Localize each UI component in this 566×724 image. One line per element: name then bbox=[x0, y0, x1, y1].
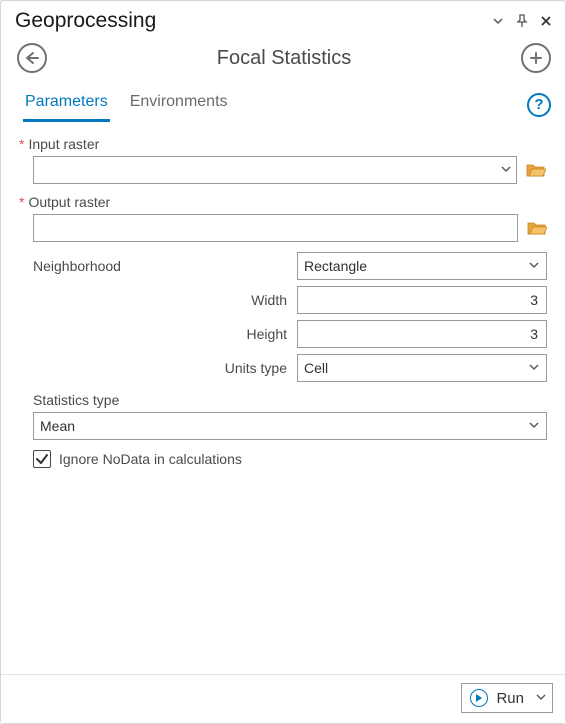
neighborhood-label: Neighborhood bbox=[33, 258, 297, 274]
back-button[interactable] bbox=[17, 43, 47, 73]
add-button[interactable] bbox=[521, 43, 551, 73]
statistics-type-select[interactable]: Mean bbox=[33, 412, 547, 440]
width-input[interactable] bbox=[297, 286, 547, 314]
tab-parameters[interactable]: Parameters bbox=[23, 87, 110, 122]
neighborhood-select[interactable]: Rectangle bbox=[297, 252, 547, 280]
neighborhood-select-wrap[interactable]: Rectangle bbox=[297, 252, 547, 280]
statistics-type-label: Statistics type bbox=[33, 392, 119, 408]
input-raster-input[interactable] bbox=[33, 156, 517, 184]
help-icon: ? bbox=[534, 96, 543, 113]
footer: Run bbox=[1, 674, 565, 723]
units-type-label: Units type bbox=[19, 360, 297, 376]
parameters-form: * Input raster bbox=[1, 122, 565, 674]
folder-icon bbox=[527, 220, 547, 236]
width-label: Width bbox=[19, 292, 297, 308]
titlebar-controls bbox=[491, 14, 553, 28]
ignore-nodata-label: Ignore NoData in calculations bbox=[59, 451, 242, 467]
required-marker: * bbox=[19, 137, 24, 151]
run-button-label: Run bbox=[496, 690, 524, 707]
field-statistics-type: Statistics type Mean bbox=[19, 392, 547, 440]
titlebar: Geoprocessing bbox=[1, 1, 565, 37]
play-icon bbox=[470, 689, 488, 707]
required-marker: * bbox=[19, 195, 24, 209]
units-type-select[interactable]: Cell bbox=[297, 354, 547, 382]
check-icon bbox=[35, 452, 49, 466]
tab-environments[interactable]: Environments bbox=[128, 87, 230, 122]
field-height: Height bbox=[19, 320, 547, 348]
tab-bar: Parameters Environments ? bbox=[1, 79, 565, 122]
field-ignore-nodata: Ignore NoData in calculations bbox=[19, 450, 547, 468]
input-raster-combo[interactable] bbox=[33, 156, 517, 184]
browse-output-raster-button[interactable] bbox=[526, 217, 547, 239]
toolbar: Focal Statistics bbox=[1, 37, 565, 79]
field-width: Width bbox=[19, 286, 547, 314]
folder-icon bbox=[526, 162, 546, 178]
pin-icon[interactable] bbox=[515, 14, 529, 28]
geoprocessing-panel: Geoprocessing Focal Statistics Parameter… bbox=[0, 0, 566, 724]
ignore-nodata-checkbox[interactable] bbox=[33, 450, 51, 468]
run-button[interactable]: Run bbox=[461, 683, 553, 713]
statistics-type-select-wrap[interactable]: Mean bbox=[33, 412, 547, 440]
field-input-raster: * Input raster bbox=[19, 136, 547, 184]
close-icon[interactable] bbox=[539, 14, 553, 28]
output-raster-input[interactable] bbox=[33, 214, 518, 242]
height-label: Height bbox=[19, 326, 297, 342]
height-input[interactable] bbox=[297, 320, 547, 348]
field-output-raster: * Output raster bbox=[19, 194, 547, 242]
output-raster-label: Output raster bbox=[28, 194, 110, 210]
help-button[interactable]: ? bbox=[527, 93, 551, 117]
tool-title: Focal Statistics bbox=[47, 47, 521, 70]
chevron-down-icon bbox=[536, 692, 546, 704]
input-raster-label: Input raster bbox=[28, 136, 99, 152]
panel-title: Geoprocessing bbox=[15, 9, 156, 33]
chevron-down-icon[interactable] bbox=[491, 14, 505, 28]
field-units-type: Units type Cell bbox=[19, 354, 547, 382]
units-type-select-wrap[interactable]: Cell bbox=[297, 354, 547, 382]
browse-input-raster-button[interactable] bbox=[525, 159, 547, 181]
field-neighborhood: Neighborhood Rectangle bbox=[19, 252, 547, 280]
